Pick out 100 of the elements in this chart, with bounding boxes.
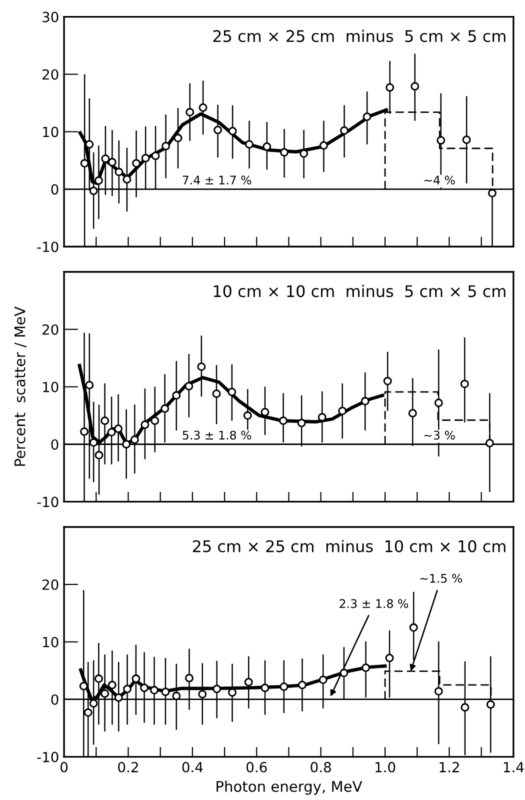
point: [162, 142, 170, 150]
point: [298, 680, 306, 690]
point: [262, 142, 272, 151]
point: [130, 435, 139, 444]
x-tick-label: 1.4: [504, 762, 524, 772]
point: [123, 684, 132, 694]
point: [94, 176, 103, 185]
point: [184, 382, 194, 390]
y-tick-label: 20: [42, 579, 58, 590]
x-tick-label: 0.2: [118, 762, 138, 772]
point: [174, 134, 182, 142]
point: [150, 416, 160, 425]
annotation: 2.3 ± 1.8 %: [340, 599, 408, 608]
point: [140, 684, 149, 692]
point: [114, 693, 123, 702]
point: [340, 126, 349, 135]
point: [488, 188, 496, 198]
y-tick-label: 10: [43, 126, 58, 138]
point: [228, 126, 237, 136]
point: [161, 688, 170, 696]
point: [214, 126, 222, 134]
y-tick-label: -10: [37, 752, 58, 762]
point: [141, 154, 150, 162]
point: [160, 404, 170, 413]
point: [362, 112, 372, 122]
point: [89, 699, 98, 708]
y-axis-title: Percent scatter / MeV: [14, 306, 26, 466]
y-tick-label: 20: [42, 324, 58, 335]
point: [85, 380, 94, 390]
y-tick-label: 0: [51, 439, 58, 450]
point: [198, 103, 208, 112]
y-tick-label: 30: [42, 12, 58, 22]
point: [114, 424, 123, 433]
point: [318, 676, 328, 684]
point: [132, 159, 141, 168]
point: [279, 416, 288, 425]
x-tick-label: 1.2: [440, 762, 459, 772]
point: [140, 420, 150, 429]
point: [89, 438, 98, 447]
point: [80, 159, 89, 168]
point: [108, 680, 116, 690]
point: [197, 362, 206, 371]
y-tick-label: 0: [51, 184, 58, 195]
point: [243, 411, 252, 420]
annotation: 5.3 ± 1.8 %: [182, 430, 252, 440]
point: [462, 136, 471, 144]
point: [340, 668, 348, 678]
point: [244, 678, 253, 686]
annotation: ~1.5 %: [420, 574, 462, 583]
x-tick-label: 0: [60, 762, 68, 772]
text: 25 cm × 25 cm minus 5 cm × 5 cm: [213, 30, 506, 42]
x-tick-label: 0.4: [182, 762, 203, 772]
point: [460, 703, 470, 712]
text: 25 cm × 25 cm minus 10 cm × 10 cm: [192, 540, 506, 552]
point: [172, 391, 181, 400]
point: [185, 674, 194, 682]
point: [280, 148, 288, 157]
point: [228, 388, 236, 396]
point: [80, 427, 89, 436]
x-tick-label: 0.6: [246, 762, 267, 772]
point: [360, 396, 370, 406]
x-tick-label: 0.8: [310, 762, 331, 772]
point: [485, 438, 494, 448]
point: [260, 408, 270, 416]
point: [94, 450, 104, 460]
point: [122, 440, 131, 448]
point: [434, 687, 443, 696]
point: [212, 684, 222, 694]
point: [198, 690, 207, 698]
point: [436, 136, 446, 145]
x-tick-label: 1.0: [376, 762, 396, 772]
y-tick-label: 0: [51, 694, 58, 705]
y-tick-label: 10: [43, 636, 58, 648]
point: [385, 654, 394, 662]
point: [383, 376, 392, 386]
point: [101, 154, 110, 163]
point: [79, 682, 88, 690]
point: [100, 689, 110, 698]
annotation: ~4 %: [424, 176, 455, 185]
point: [260, 684, 270, 692]
point: [89, 186, 98, 196]
point: [94, 674, 103, 683]
point: [107, 428, 116, 436]
point: [212, 389, 221, 398]
text: 10 cm × 10 cm minus 5 cm × 5 cm: [214, 284, 506, 298]
point: [338, 406, 347, 416]
point: [386, 83, 394, 92]
x-axis-title: Photon energy, MeV: [216, 780, 362, 795]
point: [100, 416, 110, 425]
annotation: ~3 %: [424, 430, 455, 440]
point: [408, 408, 417, 418]
point: [150, 686, 158, 694]
point: [186, 108, 194, 116]
point: [84, 708, 92, 717]
point: [362, 664, 370, 672]
point: [245, 140, 254, 149]
point: [409, 623, 418, 632]
y-tick-label: -10: [37, 496, 58, 508]
y-tick-label: 10: [43, 382, 58, 392]
point: [280, 682, 288, 691]
